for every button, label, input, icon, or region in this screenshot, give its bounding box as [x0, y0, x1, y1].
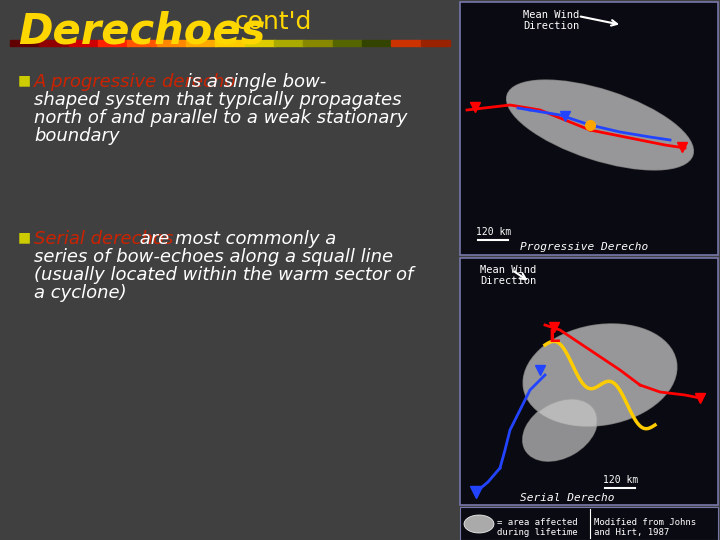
Ellipse shape — [464, 515, 494, 533]
Bar — [98, 40, 128, 46]
Text: 120 km: 120 km — [603, 475, 638, 485]
FancyBboxPatch shape — [460, 258, 718, 505]
Text: (usually located within the warm sector of: (usually located within the warm sector … — [34, 266, 413, 284]
Bar — [68, 40, 99, 46]
Text: = area affected: = area affected — [497, 518, 577, 527]
Bar — [362, 40, 392, 46]
Bar — [40, 40, 69, 46]
Text: 120 km: 120 km — [476, 227, 511, 237]
Text: shaped system that typically propagates: shaped system that typically propagates — [34, 91, 402, 109]
Text: and Hirt, 1987: and Hirt, 1987 — [594, 528, 670, 537]
Ellipse shape — [523, 324, 677, 426]
Bar — [127, 40, 157, 46]
Text: ■: ■ — [18, 230, 31, 244]
Text: a cyclone): a cyclone) — [34, 284, 127, 302]
Bar — [420, 40, 451, 46]
Bar — [245, 40, 274, 46]
Text: A progressive derecho: A progressive derecho — [34, 73, 236, 91]
Text: is a single bow-: is a single bow- — [181, 73, 326, 91]
Text: Serial derechos: Serial derechos — [34, 230, 174, 248]
Text: Derechoes: Derechoes — [18, 10, 266, 52]
Bar — [215, 40, 246, 46]
Ellipse shape — [507, 80, 693, 170]
Text: Modified from Johns: Modified from Johns — [594, 518, 696, 527]
FancyBboxPatch shape — [460, 2, 718, 255]
Bar — [10, 40, 40, 46]
Text: Mean Wind: Mean Wind — [480, 265, 536, 275]
Bar — [157, 40, 186, 46]
FancyBboxPatch shape — [460, 507, 718, 540]
Text: Direction: Direction — [480, 276, 536, 286]
Text: Mean Wind: Mean Wind — [523, 10, 580, 20]
Bar — [333, 40, 362, 46]
Bar — [392, 40, 421, 46]
Ellipse shape — [523, 399, 598, 461]
Text: Progressive Derecho: Progressive Derecho — [520, 242, 648, 252]
Bar — [274, 40, 304, 46]
Bar — [303, 40, 333, 46]
Text: boundary: boundary — [34, 127, 120, 145]
Text: Direction: Direction — [523, 21, 580, 31]
Text: Serial Derecho: Serial Derecho — [520, 493, 614, 503]
Text: during lifetime: during lifetime — [497, 528, 577, 537]
Text: L: L — [548, 328, 559, 346]
Bar — [186, 40, 216, 46]
Text: cont'd: cont'd — [235, 10, 312, 34]
Text: north of and parallel to a weak stationary: north of and parallel to a weak stationa… — [34, 109, 408, 127]
Text: ■: ■ — [18, 73, 31, 87]
Text: are most commonly a: are most commonly a — [135, 230, 337, 248]
Text: series of bow-echoes along a squall line: series of bow-echoes along a squall line — [34, 248, 393, 266]
